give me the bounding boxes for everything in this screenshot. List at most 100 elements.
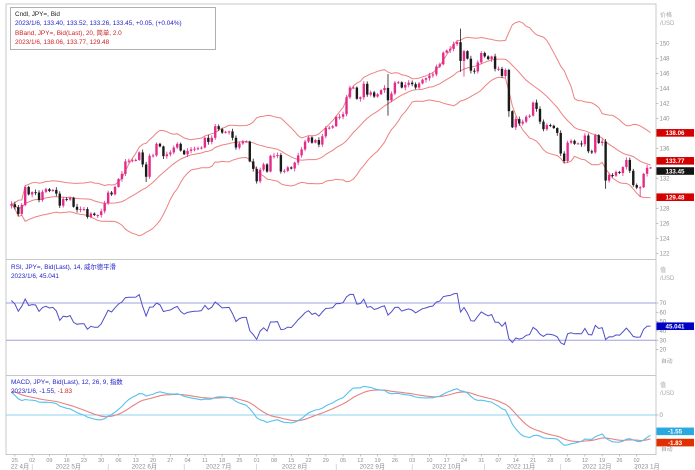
x-axis-day-label: 27 [167,458,173,464]
candle-body [117,179,120,187]
candle-body [241,141,245,144]
candle-body [328,127,331,129]
x-axis-day-label: 06 [115,458,121,464]
candle-body [37,192,41,201]
candle-body [645,167,649,174]
candle-body [535,102,538,109]
candle-body [293,162,296,169]
series-line [11,389,651,443]
main-chart-legend: Cndl, JPY=, Bid 2023/1/6, 133.40, 133.52… [10,7,216,51]
candle-body [207,137,210,142]
candle-body [438,64,441,67]
candle-body [569,140,573,143]
x-axis-day-label: 05 [565,458,571,464]
candle-body [625,159,628,168]
macd-badge-value: -1.55 [668,429,683,436]
rsi-axis-auto-label[interactable]: 自动 [661,359,673,365]
price-axis-tick-label: 128 [660,206,671,212]
candle-body [573,140,576,144]
price-badge-bg [656,167,694,175]
candle-body [428,75,431,79]
price-badge-bg [656,129,694,137]
candle-body [134,159,137,161]
macd-legend-value-signal: -1.83 [57,387,73,395]
price-badge: 133.45 [656,167,694,175]
candle-body [82,209,86,211]
x-axis-month-separator: | [107,465,109,470]
x-axis-month-separator: | [484,465,486,470]
candle-body [576,143,580,145]
candle-body [383,87,386,91]
candle-body [100,211,103,216]
candle-body [44,189,48,192]
candle-body [269,155,272,172]
x-axis-day-label: 03 [409,458,415,464]
candle-body [466,51,469,59]
x-axis-day-label: 22 [305,458,311,464]
x-axis-day-label: 28 [547,458,553,464]
x-axis-day-label: 19 [375,458,381,464]
candle-body [27,186,30,195]
candle-body [193,148,196,150]
candle-body [307,137,310,142]
candle-body [359,97,362,99]
candle-body [124,161,127,174]
x-axis-day-label: 09 [46,458,52,464]
candle-body [642,173,645,188]
candle-body [424,78,428,80]
candle-body [618,171,621,174]
candle-body [455,42,459,45]
x-axis[interactable]: 25 02 09 16 23 30 06 13 20 27 04 11 18 25 01 08 15 22 29 05… [11,454,660,470]
candle-body [417,83,421,88]
macd-badge: -1.55 [656,427,694,436]
candle-body [303,141,307,150]
candle-body [604,141,607,181]
price-axis-tick-label: 146 [660,71,671,77]
x-axis-day-label: 19 [599,458,605,464]
candle-body [549,125,552,127]
x-axis-day-label: 31 [478,458,484,464]
price-axis-tick-label: 136 [660,146,671,152]
candle-body [151,155,155,157]
candle-body [649,167,652,169]
x-axis-month-label: 2022 8月 [282,463,308,470]
candle-body [490,56,493,60]
candle-body [348,87,352,98]
macd-axis-unit: /USD [660,391,675,397]
candle-body [587,135,590,152]
candle-body [138,152,141,160]
candle-body [65,198,68,200]
candle-body [614,171,618,176]
x-axis-month-label: 2023 1月 [634,463,660,470]
candle-body [196,148,200,150]
candle-body [414,84,417,88]
candle-body [448,48,452,51]
candle-body [51,189,55,192]
x-axis-month-separator: | [636,465,638,470]
price-badge-value: 133.77 [666,158,685,165]
macd-axis-tick-label: 0 [660,413,664,419]
candle-body [628,159,632,171]
candle-body [165,154,169,157]
x-axis-day-label: 13 [133,458,139,464]
candle-body [341,114,345,117]
candle-body [486,56,490,60]
candle-body [310,137,314,143]
candle-body [580,143,583,145]
candle-body [362,83,365,98]
macd-axis-auto-label[interactable]: 自动 [661,447,673,453]
candle-body [345,97,348,115]
x-axis-month-label: 22 4月 [11,463,30,470]
candle-body [41,191,44,201]
candle-body [141,152,144,165]
candle-body [407,82,410,85]
candle-body [113,186,117,195]
legend-ohlc-line: 2023/1/6, 133.40, 133.52, 133.26, 133.45… [15,20,182,28]
series-line [11,292,651,346]
macd-axis-tick[interactable]: 0 [656,413,664,419]
price-axis-tick[interactable]: 150 148 146 144 142 140 136 132 128 126 124 122 [656,41,670,257]
candle-body [611,174,614,176]
price-badge-value: 138.06 [666,130,685,137]
candle-body [48,189,51,192]
